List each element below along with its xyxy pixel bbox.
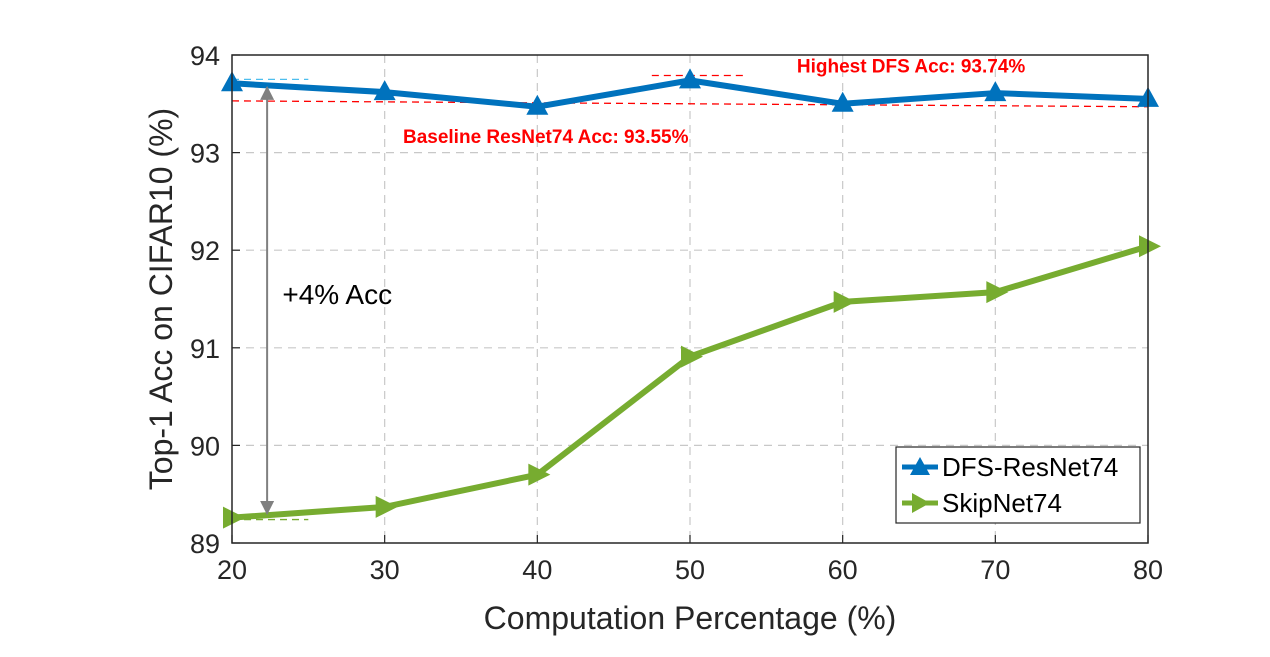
y-tick-label-93: 93 xyxy=(190,139,220,169)
data-point-skipnet74-40 xyxy=(528,463,551,486)
y-tick-label-94: 94 xyxy=(190,41,220,71)
y-tick-label-91: 91 xyxy=(190,334,220,364)
x-axis-title: Computation Percentage (%) xyxy=(484,600,897,636)
x-tick-label-70: 70 xyxy=(980,555,1010,585)
baseline-acc-label: Baseline ResNet74 Acc: 93.55% xyxy=(403,127,689,148)
legend-label-dfs: DFS-ResNet74 xyxy=(942,452,1118,482)
x-tick-label-30: 30 xyxy=(370,555,400,585)
x-tick-label-80: 80 xyxy=(1133,555,1163,585)
data-point-dfs-resnet74-60 xyxy=(831,91,854,112)
legend-box xyxy=(895,446,1141,524)
data-point-skipnet74-50 xyxy=(681,345,703,368)
data-point-skipnet74-30 xyxy=(375,495,398,518)
data-point-skipnet74-80 xyxy=(1139,235,1161,258)
legend-label-skipnet: SkipNet74 xyxy=(942,488,1062,518)
data-point-skipnet74-20 xyxy=(223,506,245,529)
ref-line-baseline_trend xyxy=(231,100,1149,108)
y-tick-label-89: 89 xyxy=(190,529,220,559)
series-layer xyxy=(221,68,1161,529)
y-axis-title: Top-1 Acc on CIFAR10 (%) xyxy=(143,108,179,490)
data-point-dfs-resnet74-50 xyxy=(679,68,701,89)
data-point-skipnet74-70 xyxy=(986,281,1009,304)
tick-labels: 20 30 40 50 60 70 80 89 90 91 92 93 94 xyxy=(190,41,1163,585)
x-tick-label-20: 20 xyxy=(217,555,247,585)
x-tick-label-40: 40 xyxy=(522,555,552,585)
data-point-dfs-resnet74-40 xyxy=(526,94,549,115)
annotations: Highest DFS Acc: 93.74% Baseline ResNet7… xyxy=(260,57,1026,516)
y-tick-label-90: 90 xyxy=(190,431,220,461)
y-tick-label-92: 92 xyxy=(190,236,220,266)
legend: DFS-ResNet74 SkipNet74 xyxy=(895,446,1141,524)
legend-marker-dfs xyxy=(910,457,930,475)
x-tick-label-60: 60 xyxy=(828,555,858,585)
highest-acc-label: Highest DFS Acc: 93.74% xyxy=(797,57,1026,78)
legend-marker-skipnet xyxy=(912,493,930,513)
gain-label: +4% Acc xyxy=(282,279,392,310)
x-tick-label-50: 50 xyxy=(675,555,705,585)
data-point-dfs-resnet74-70 xyxy=(984,81,1007,102)
data-point-skipnet74-60 xyxy=(833,290,856,313)
data-point-dfs-resnet74-30 xyxy=(373,80,396,101)
